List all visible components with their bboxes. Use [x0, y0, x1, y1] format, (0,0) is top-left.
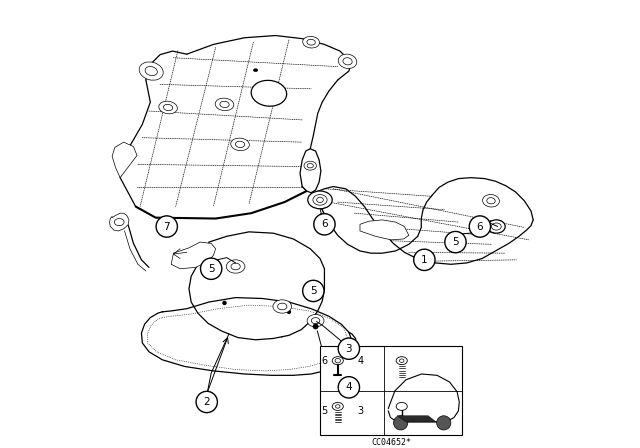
Circle shape	[200, 258, 222, 280]
Text: 6: 6	[477, 221, 483, 232]
Text: 5: 5	[208, 264, 214, 274]
Ellipse shape	[253, 69, 258, 72]
Text: 2: 2	[204, 397, 210, 407]
Ellipse shape	[339, 54, 357, 69]
Ellipse shape	[307, 164, 314, 168]
Ellipse shape	[312, 198, 328, 208]
Polygon shape	[109, 213, 129, 231]
Ellipse shape	[335, 358, 340, 363]
Text: 3: 3	[358, 406, 364, 416]
Ellipse shape	[307, 39, 316, 45]
Ellipse shape	[488, 220, 505, 233]
Ellipse shape	[396, 402, 407, 410]
Circle shape	[413, 249, 435, 271]
Circle shape	[313, 324, 318, 329]
Ellipse shape	[227, 260, 245, 273]
Circle shape	[319, 204, 325, 209]
Ellipse shape	[231, 263, 240, 270]
Text: 6: 6	[321, 220, 328, 229]
Text: 5: 5	[321, 406, 328, 416]
Ellipse shape	[139, 62, 163, 80]
Text: 5: 5	[452, 237, 459, 247]
Ellipse shape	[487, 198, 495, 204]
Ellipse shape	[115, 219, 124, 226]
Ellipse shape	[278, 303, 287, 310]
Text: 4: 4	[358, 356, 364, 366]
Text: 3: 3	[346, 344, 352, 353]
Ellipse shape	[396, 357, 407, 365]
Polygon shape	[172, 242, 216, 269]
Ellipse shape	[159, 101, 177, 114]
Ellipse shape	[399, 359, 404, 362]
Ellipse shape	[492, 223, 501, 230]
Circle shape	[222, 301, 227, 305]
Ellipse shape	[251, 80, 287, 106]
Circle shape	[394, 416, 408, 430]
Ellipse shape	[483, 194, 499, 207]
Circle shape	[314, 214, 335, 235]
Circle shape	[156, 216, 177, 237]
Circle shape	[303, 280, 324, 302]
Circle shape	[445, 232, 466, 253]
Ellipse shape	[145, 66, 157, 76]
Text: 6: 6	[321, 356, 328, 366]
Text: 7: 7	[163, 221, 170, 232]
Ellipse shape	[317, 197, 323, 202]
Text: 4: 4	[346, 382, 352, 392]
Circle shape	[436, 416, 451, 430]
Ellipse shape	[332, 402, 343, 410]
Ellipse shape	[343, 58, 352, 65]
Ellipse shape	[303, 36, 319, 48]
Ellipse shape	[273, 300, 292, 313]
Ellipse shape	[307, 314, 324, 327]
Ellipse shape	[308, 191, 332, 209]
Ellipse shape	[163, 104, 173, 111]
Circle shape	[287, 310, 291, 314]
Bar	[320, 346, 462, 435]
Polygon shape	[189, 232, 324, 340]
Circle shape	[469, 216, 491, 237]
Ellipse shape	[313, 194, 327, 205]
Ellipse shape	[231, 138, 250, 151]
Polygon shape	[360, 220, 409, 240]
Ellipse shape	[220, 101, 229, 108]
Polygon shape	[397, 416, 436, 422]
Polygon shape	[300, 149, 321, 193]
Ellipse shape	[215, 98, 234, 111]
Circle shape	[338, 377, 360, 398]
Text: CC04652*: CC04652*	[371, 438, 411, 447]
Ellipse shape	[311, 318, 320, 324]
Text: 1: 1	[421, 255, 428, 265]
Circle shape	[338, 338, 360, 359]
Ellipse shape	[304, 161, 316, 170]
Ellipse shape	[332, 357, 343, 365]
Polygon shape	[112, 142, 137, 178]
Text: 5: 5	[310, 286, 317, 296]
Ellipse shape	[316, 200, 324, 206]
Circle shape	[196, 391, 218, 413]
Circle shape	[317, 226, 323, 232]
Ellipse shape	[335, 405, 340, 408]
Ellipse shape	[236, 141, 244, 147]
